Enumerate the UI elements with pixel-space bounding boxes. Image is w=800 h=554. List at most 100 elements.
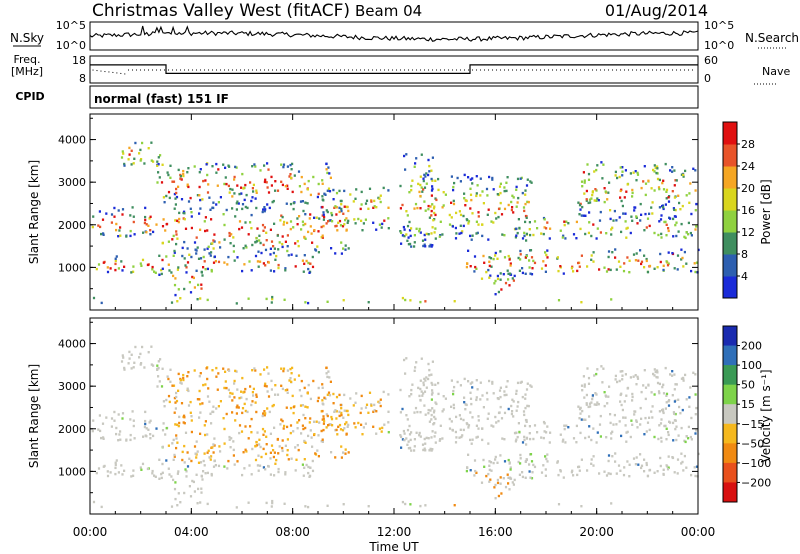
power-cell <box>640 213 643 216</box>
power-cell <box>631 188 634 192</box>
power-cell <box>251 165 254 168</box>
power-cell <box>454 237 458 240</box>
velocity-cell <box>424 504 427 507</box>
velocity-cell <box>209 458 212 461</box>
velocity-cell <box>414 366 417 369</box>
power-cell <box>608 181 611 184</box>
power-cell <box>290 168 293 171</box>
power-cell <box>588 211 591 214</box>
colorbar-tick-label: 50 <box>741 379 755 392</box>
velocity-cell <box>92 419 95 422</box>
velocity-cell <box>129 438 132 442</box>
velocity-cell <box>281 387 284 391</box>
power-cell <box>143 162 146 165</box>
power-cell <box>128 146 131 150</box>
nave-dotted-line <box>92 69 696 75</box>
power-cell <box>444 193 447 196</box>
power-cell <box>317 182 320 186</box>
power-cell <box>325 162 328 166</box>
power-cell <box>410 227 413 230</box>
power-cell <box>656 177 660 181</box>
power-cell <box>132 162 135 165</box>
power-cell <box>293 174 296 177</box>
velocity-cell <box>373 409 376 412</box>
power-cell <box>344 218 347 222</box>
power-cell <box>177 168 180 172</box>
velocity-cell <box>130 353 133 356</box>
velocity-cell <box>675 438 678 442</box>
velocity-cell <box>618 420 621 423</box>
velocity-cell <box>229 446 232 449</box>
power-cell <box>616 176 619 180</box>
velocity-cell <box>662 392 666 395</box>
velocity-cell <box>298 389 301 392</box>
velocity-cell <box>114 463 117 467</box>
velocity-cell <box>492 425 495 428</box>
power-cell <box>526 178 529 181</box>
velocity-cell <box>175 437 178 440</box>
power-cell <box>243 198 246 202</box>
power-cell <box>149 233 152 236</box>
power-cell <box>204 229 207 233</box>
velocity-cell <box>671 456 674 459</box>
power-cell <box>223 182 226 186</box>
velocity-cell <box>502 477 505 480</box>
power-cell <box>656 266 659 269</box>
power-cell <box>267 261 270 264</box>
power-cell <box>129 234 132 238</box>
power-cell <box>453 181 456 185</box>
velocity-cell <box>238 431 241 435</box>
velocity-cell <box>177 389 180 392</box>
power-cell <box>158 273 161 276</box>
velocity-cell <box>643 470 646 473</box>
velocity-cell <box>496 397 499 400</box>
velocity-cell <box>95 471 98 475</box>
power-cell <box>414 162 417 165</box>
power-cell <box>233 259 236 262</box>
velocity-cell <box>263 384 266 388</box>
power-cell <box>132 265 135 268</box>
power-cell <box>340 241 343 244</box>
power-cell <box>200 287 203 290</box>
velocity-cell <box>678 405 681 409</box>
power-cell <box>154 271 157 274</box>
power-cell <box>234 165 237 169</box>
velocity-cell <box>229 391 232 395</box>
power-cell <box>249 221 252 224</box>
velocity-cell <box>433 435 436 438</box>
power-cell <box>475 175 478 178</box>
power-cell <box>196 246 199 249</box>
velocity-cell <box>327 391 331 394</box>
colorbar-tick-label: 8 <box>741 248 748 261</box>
velocity-cell <box>587 376 591 380</box>
velocity-cell <box>250 417 253 421</box>
power-cell <box>499 278 502 281</box>
velocity-cell <box>572 437 576 440</box>
velocity-cell <box>222 367 225 370</box>
power-cell <box>635 216 638 219</box>
power-cell <box>423 173 426 177</box>
velocity-cell <box>169 380 172 383</box>
velocity-cell <box>467 453 470 456</box>
station-title: Christmas Valley West (fitACF) <box>92 1 350 21</box>
velocity-cell <box>209 412 212 415</box>
velocity-cell <box>155 427 158 430</box>
velocity-cell <box>228 369 231 372</box>
velocity-cell <box>658 382 661 386</box>
power-cell <box>147 147 150 150</box>
power-cell <box>637 259 640 262</box>
power-cell <box>296 240 299 243</box>
velocity-cell <box>523 438 526 442</box>
power-cell <box>236 184 239 187</box>
velocity-cell <box>204 433 207 437</box>
velocity-cell <box>152 364 155 367</box>
velocity-cell <box>473 474 476 477</box>
velocity-cell <box>486 417 489 420</box>
velocity-cell <box>524 424 527 428</box>
velocity-cell <box>511 410 514 413</box>
power-cell <box>667 227 670 230</box>
power-cell <box>586 163 589 166</box>
velocity-cell <box>154 475 157 478</box>
power-cell <box>121 150 124 153</box>
